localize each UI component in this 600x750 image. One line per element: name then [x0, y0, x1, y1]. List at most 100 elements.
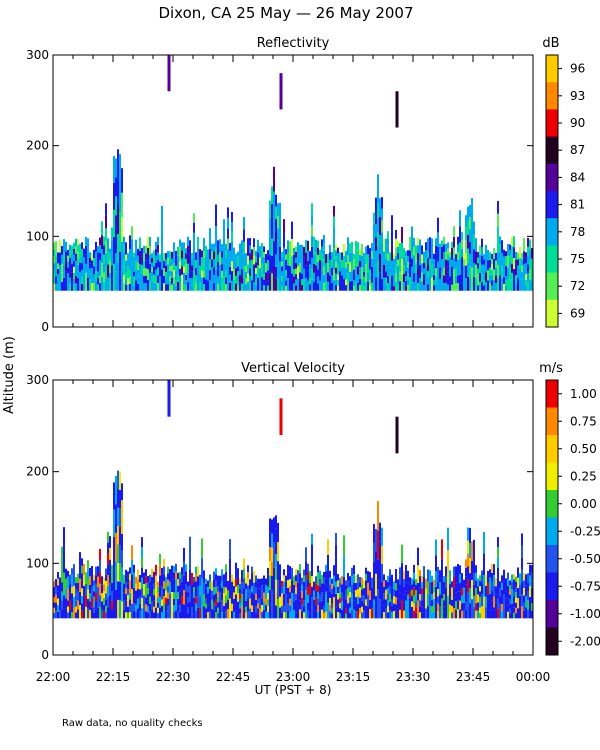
echo-cell	[271, 221, 273, 239]
echo-cell	[263, 584, 265, 593]
echo-cell	[157, 283, 159, 291]
echo-cell	[297, 242, 299, 255]
echo-cell	[161, 605, 163, 613]
echo-cell	[433, 605, 435, 612]
echo-cell	[517, 587, 519, 599]
echo-cell	[515, 267, 517, 276]
echo-cell	[381, 600, 383, 619]
echo-cell	[313, 272, 315, 282]
echo-cell	[445, 587, 447, 598]
echo-cell	[127, 612, 129, 619]
echo-cell	[457, 259, 459, 268]
echo-cell	[213, 594, 215, 603]
echo-cell	[117, 544, 119, 563]
echo-cell	[221, 587, 223, 594]
echo-cell	[519, 607, 521, 619]
echo-cell	[127, 284, 129, 291]
echo-cell	[371, 598, 373, 609]
echo-cell	[81, 283, 83, 291]
echo-cell	[71, 599, 73, 606]
echo-cell	[229, 578, 231, 599]
echo-cell	[369, 280, 371, 286]
echo-cell	[85, 272, 87, 282]
echo-cell	[119, 581, 121, 600]
echo-cell	[85, 245, 87, 255]
echo-cell	[429, 606, 431, 619]
echo-cell	[275, 206, 277, 219]
echo-cell	[457, 563, 459, 574]
echo-cell	[471, 198, 473, 222]
colorbar-tick-label: 93	[570, 89, 585, 103]
echo-cell	[165, 597, 167, 605]
echo-cell	[411, 601, 413, 607]
echo-cell	[117, 149, 119, 178]
echo-cell	[395, 230, 397, 239]
echo-cell	[285, 593, 287, 601]
echo-cell	[89, 263, 91, 269]
echo-cell	[159, 607, 161, 619]
echo-cell	[57, 572, 59, 579]
echo-cell	[263, 268, 265, 275]
echo-cell	[275, 266, 277, 279]
echo-cell	[351, 593, 353, 602]
echo-cell	[351, 576, 353, 585]
x-tick-label: 00:00	[516, 670, 551, 684]
echo-cell	[269, 200, 271, 219]
echo-cell	[89, 584, 91, 594]
echo-cell	[287, 278, 289, 291]
echo-cell	[357, 282, 359, 291]
echo-cell	[215, 574, 217, 581]
echo-cell	[507, 611, 509, 619]
echo-cell	[511, 589, 513, 597]
echo-cell	[245, 606, 247, 613]
echo-cell	[301, 598, 303, 605]
echo-cell	[209, 259, 211, 270]
echo-cell	[121, 567, 123, 585]
echo-cell	[267, 280, 269, 286]
echo-cell	[75, 275, 77, 284]
echo-cell	[357, 574, 359, 582]
echo-cell	[495, 610, 497, 619]
echo-cell	[89, 252, 91, 258]
echo-cell	[335, 279, 337, 285]
echo-cell	[87, 264, 89, 278]
reflectivity-title: Reflectivity	[257, 36, 330, 51]
echo-cell	[307, 270, 309, 281]
echo-cell	[89, 279, 91, 286]
echo-cell	[223, 262, 225, 277]
echo-cell	[373, 524, 375, 543]
echo-cell	[429, 269, 431, 281]
echo-cell	[115, 271, 117, 291]
echo-cell	[115, 561, 117, 590]
echo-cell	[133, 276, 135, 282]
echo-cell	[383, 238, 385, 252]
echo-cell	[413, 572, 415, 581]
echo-cell	[301, 604, 303, 612]
echo-cell	[249, 589, 251, 599]
echo-cell	[209, 249, 211, 260]
echo-cell	[513, 573, 515, 580]
echo-cell	[317, 269, 319, 277]
echo-cell	[255, 587, 257, 594]
echo-cell	[105, 580, 107, 588]
echo-cell	[347, 595, 349, 604]
echo-cell	[297, 570, 299, 583]
echo-cell	[287, 265, 289, 279]
echo-cell	[409, 263, 411, 278]
colorbar-swatch	[546, 380, 558, 408]
echo-cell	[531, 280, 533, 291]
echo-cell	[461, 595, 463, 604]
echo-cell	[193, 251, 195, 262]
echo-cell	[501, 589, 503, 597]
echo-cell	[295, 279, 297, 286]
echo-cell	[115, 158, 117, 178]
echo-cell	[125, 569, 127, 576]
echo-cell	[421, 254, 423, 264]
echo-cell	[501, 582, 503, 590]
echo-cell	[313, 245, 315, 255]
echo-cell	[297, 594, 299, 607]
echo-cell	[499, 259, 501, 268]
echo-cell	[345, 604, 347, 609]
echo-cell	[205, 593, 207, 599]
echo-cell	[413, 564, 415, 573]
